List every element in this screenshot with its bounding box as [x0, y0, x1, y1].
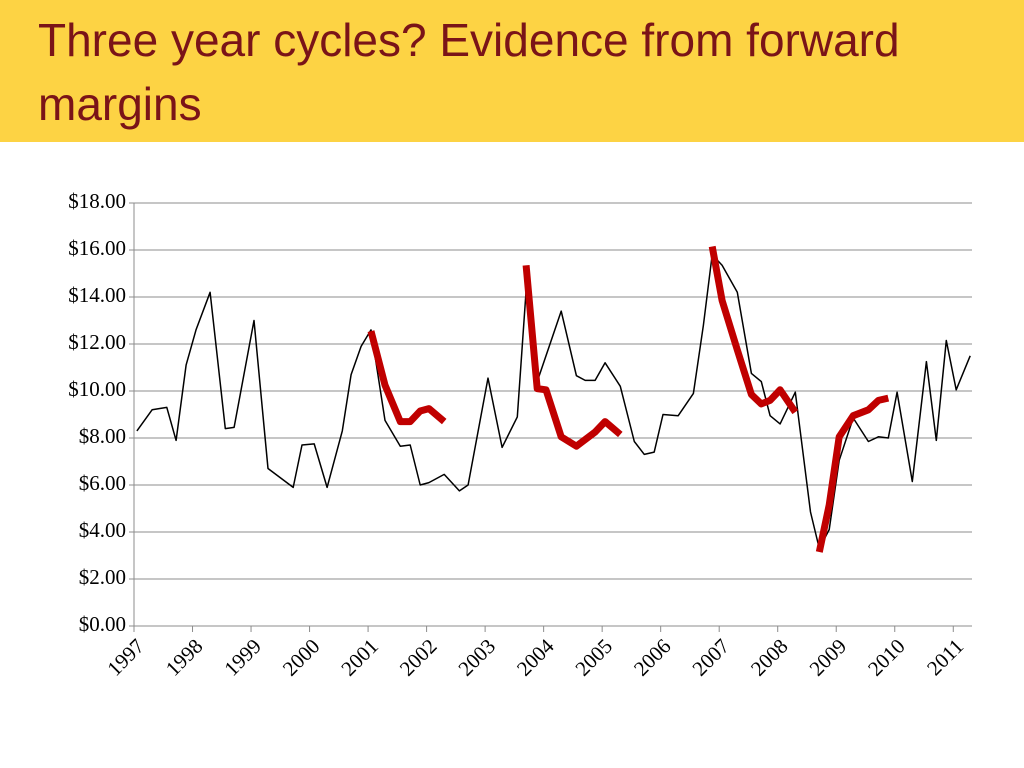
x-tick-label: 2010: [863, 634, 910, 681]
y-tick-label: $10.00: [68, 377, 126, 401]
x-tick-label: 2011: [922, 634, 968, 680]
slide-title: Three year cycles? Evidence from forward…: [38, 14, 900, 130]
y-tick-label: $12.00: [68, 330, 126, 354]
x-tick-label: 2001: [336, 634, 383, 681]
x-tick-label: 2004: [512, 634, 559, 681]
y-tick-label: $2.00: [79, 565, 126, 589]
x-tick-label: 2007: [687, 634, 734, 681]
y-tick-label: $16.00: [68, 236, 126, 260]
data-line: [136, 253, 971, 550]
y-tick-label: $18.00: [68, 189, 126, 213]
x-tick-label: 2002: [395, 634, 442, 681]
y-tick-label: $8.00: [79, 424, 126, 448]
x-tick-label: 2003: [453, 634, 500, 681]
y-tick-label: $14.00: [68, 283, 126, 307]
x-tick-label: 1997: [102, 634, 149, 681]
y-tick-label: $0.00: [79, 612, 126, 636]
x-tick-label: 1998: [161, 634, 208, 681]
y-tick-label: $4.00: [79, 518, 126, 542]
x-tick-label: 2006: [629, 634, 676, 681]
x-tick-label: 2009: [805, 634, 852, 681]
x-tick-label: 2005: [570, 634, 617, 681]
x-tick-label: 1999: [219, 634, 266, 681]
y-tick-label: $6.00: [79, 471, 126, 495]
x-tick-label: 2008: [746, 634, 793, 681]
data-line: [367, 245, 890, 553]
x-tick-label: 2000: [278, 634, 325, 681]
title-banner: Three year cycles? Evidence from forward…: [0, 0, 1024, 142]
